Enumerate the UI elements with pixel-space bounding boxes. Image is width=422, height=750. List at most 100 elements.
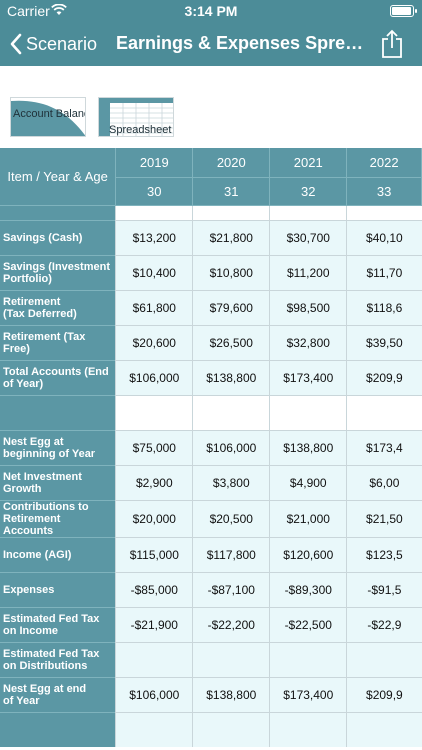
table-cell[interactable]: $10,800 [192, 254, 270, 290]
table-cell[interactable]: -$22,500 [269, 606, 347, 642]
table-cell[interactable]: $173,400 [269, 359, 347, 395]
table-cell[interactable]: $138,800 [192, 676, 270, 712]
table-cell[interactable] [269, 394, 347, 430]
table-cell[interactable]: $10,400 [115, 254, 193, 290]
row-label: Retirement (Tax Free) [0, 324, 116, 360]
row-label: Estimated Fed Tax on Distributions [0, 641, 116, 677]
table-row: Savings (Investment Portfolio) $10,400 $10… [0, 254, 422, 290]
table-corner-header: Item / Year & Age [0, 148, 117, 205]
table-row: Income (AGI) $115,000 $117,800 $120,600 $123… [0, 536, 422, 572]
table-row: Nest Egg at end of Year $106,000 $138,800 $… [0, 676, 422, 712]
table-cell[interactable]: $106,000 [192, 429, 270, 465]
table-cell[interactable]: $39,50 [346, 324, 422, 360]
table-cell[interactable]: $40,10 [346, 219, 422, 255]
table-cell[interactable] [115, 204, 193, 220]
table-cell[interactable]: $21,800 [192, 219, 270, 255]
table-cell[interactable]: -$89,300 [269, 571, 347, 607]
table-cell[interactable]: -$22,9 [346, 606, 422, 642]
chevron-left-icon [10, 33, 22, 55]
table-cell[interactable]: -$21,900 [115, 606, 193, 642]
table-cell[interactable]: $20,000 [115, 499, 193, 537]
table-cell[interactable]: $20,600 [115, 324, 193, 360]
battery-icon [390, 5, 417, 17]
tab-account-balance-label: Account Balance [13, 108, 85, 120]
table-cell[interactable] [115, 641, 193, 677]
table-cell[interactable] [192, 204, 270, 220]
table-cell[interactable]: -$91,5 [346, 571, 422, 607]
spreadsheet-grid[interactable]: Item / Year & Age 2019 2020 2021 2022 30… [0, 148, 422, 750]
table-cell[interactable]: $209,9 [346, 359, 422, 395]
spreadsheet-thumbnail [99, 98, 173, 136]
column-header-age: 31 [192, 177, 271, 206]
table-cell[interactable]: $13,200 [115, 219, 193, 255]
table-row [0, 204, 422, 220]
table-cell[interactable] [346, 204, 422, 220]
table-cell[interactable]: $138,800 [192, 359, 270, 395]
table-cell[interactable]: $209,9 [346, 676, 422, 712]
table-cell[interactable] [192, 711, 270, 747]
table-cell[interactable] [346, 394, 422, 430]
table-cell[interactable]: $11,70 [346, 254, 422, 290]
table-cell[interactable]: $173,4 [346, 429, 422, 465]
table-cell[interactable] [269, 711, 347, 747]
table-cell[interactable]: $120,600 [269, 536, 347, 572]
table-cell[interactable] [115, 394, 193, 430]
table-cell[interactable]: $2,900 [115, 464, 193, 500]
row-label: Total Accounts (End of Year) [0, 359, 116, 395]
row-label: Income (AGI) [0, 536, 116, 572]
row-label: Savings (Cash) [0, 219, 116, 255]
table-cell[interactable]: $32,800 [269, 324, 347, 360]
row-label [0, 204, 116, 220]
column-header-age: 30 [115, 177, 194, 206]
table-row: Total Accounts (End of Year) $106,000 $138… [0, 359, 422, 395]
table-cell[interactable]: $117,800 [192, 536, 270, 572]
share-button[interactable] [378, 29, 406, 59]
table-cell[interactable]: $3,800 [192, 464, 270, 500]
table-row: Contributions to Retirement Accounts $20,… [0, 499, 422, 537]
table-cell[interactable]: $21,000 [269, 499, 347, 537]
table-cell[interactable]: $98,500 [269, 289, 347, 325]
clock: 3:14 PM [184, 3, 238, 19]
table-cell[interactable]: $21,50 [346, 499, 422, 537]
table-cell[interactable]: $30,700 [269, 219, 347, 255]
table-cell[interactable] [269, 204, 347, 220]
tab-spreadsheet-label: Spreadsheet [109, 124, 172, 136]
table-row: Expenses -$85,000 -$87,100 -$89,300 -$91,5 [0, 571, 422, 607]
column-header-year: 2021 [269, 148, 348, 178]
table-cell[interactable] [192, 641, 270, 677]
table-cell[interactable]: $123,5 [346, 536, 422, 572]
table-cell[interactable]: $118,6 [346, 289, 422, 325]
table-cell[interactable]: $79,600 [192, 289, 270, 325]
table-cell[interactable]: $26,500 [192, 324, 270, 360]
table-cell[interactable]: $4,900 [269, 464, 347, 500]
back-button[interactable]: Scenario [10, 30, 97, 58]
table-cell[interactable] [346, 641, 422, 677]
table-cell[interactable]: $6,00 [346, 464, 422, 500]
table-cell[interactable]: -$87,100 [192, 571, 270, 607]
table-cell[interactable] [346, 711, 422, 747]
table-cell[interactable]: $61,800 [115, 289, 193, 325]
table-cell[interactable]: -$85,000 [115, 571, 193, 607]
table-cell[interactable]: $115,000 [115, 536, 193, 572]
table-row: Savings (Cash) $13,200 $21,800 $30,700 $40,1… [0, 219, 422, 255]
table-cell[interactable] [192, 394, 270, 430]
table-cell[interactable]: $75,000 [115, 429, 193, 465]
table-cell[interactable]: $20,500 [192, 499, 270, 537]
table-row: Retirement (Tax Deferred) $61,800 $79,600 $… [0, 289, 422, 325]
table-cell[interactable]: -$22,200 [192, 606, 270, 642]
carrier-label: Carrier [7, 3, 50, 19]
table-cell[interactable]: $138,800 [269, 429, 347, 465]
table-cell[interactable]: $173,400 [269, 676, 347, 712]
row-label: Retirement (Tax Deferred) [0, 289, 116, 325]
table-cell[interactable] [115, 711, 193, 747]
table-row: Retirement (Tax Free) $20,600 $26,500 $32,8… [0, 324, 422, 360]
table-cell[interactable] [269, 641, 347, 677]
navigation-bar: Scenario Earnings & Expenses Spread... [0, 22, 422, 66]
share-icon [382, 29, 402, 58]
table-cell[interactable]: $106,000 [115, 359, 193, 395]
tab-account-balance[interactable]: Account Balance [10, 97, 86, 137]
table-cell[interactable]: $106,000 [115, 676, 193, 712]
back-button-label: Scenario [26, 33, 98, 54]
tab-spreadsheet[interactable]: Spreadsheet [98, 97, 174, 137]
table-cell[interactable]: $11,200 [269, 254, 347, 290]
